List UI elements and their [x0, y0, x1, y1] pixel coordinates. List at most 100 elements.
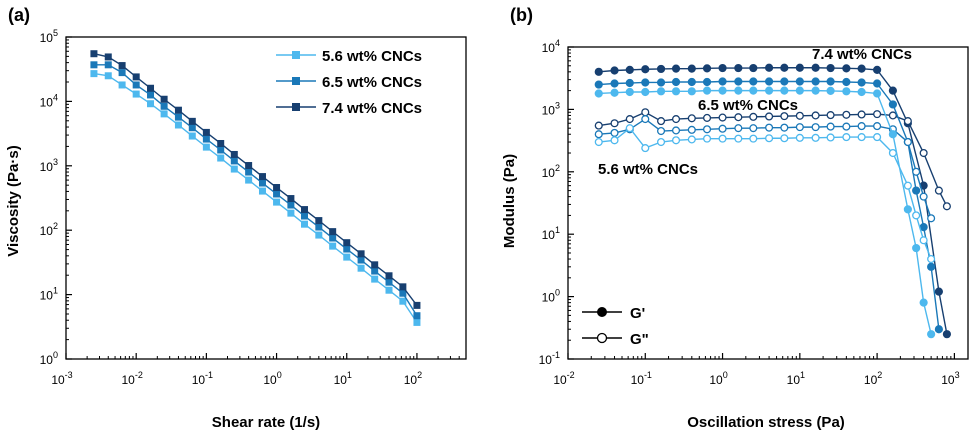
data-point [315, 217, 323, 225]
panel-b-ticks: 10-2 10-1 100 101 102 103 10-1 100 101 102 103 104 [539, 38, 960, 387]
data-point [718, 113, 727, 122]
series-6-5-wt-cncs [90, 61, 421, 320]
panel-a-legend: 5.6 wt% CNCs 6.5 wt% CNCs 7.4 wt% CNCs [276, 48, 422, 117]
data-point [671, 115, 681, 124]
data-point [245, 176, 253, 184]
data-point [385, 272, 393, 280]
data-point [919, 192, 928, 201]
data-point [888, 111, 897, 120]
data-point [780, 123, 789, 132]
data-point [888, 100, 897, 109]
data-point [343, 245, 351, 253]
data-point [687, 87, 696, 96]
data-point [687, 135, 696, 144]
data-point [188, 124, 196, 132]
data-point [273, 198, 281, 206]
data-point [656, 64, 666, 74]
panel-a-series [90, 50, 421, 326]
panel-b-plot-frame [567, 46, 969, 360]
data-point [919, 236, 928, 245]
data-point [671, 77, 681, 87]
y-tick-label: 101 [542, 225, 560, 242]
data-point [795, 86, 804, 95]
data-point [287, 201, 295, 209]
data-point [718, 77, 727, 86]
data-point [734, 113, 743, 122]
legend-label: G' [630, 305, 645, 322]
data-point [300, 220, 308, 228]
data-point [90, 61, 98, 69]
data-point [687, 64, 696, 73]
x-tick-label: 102 [864, 370, 882, 387]
data-point [202, 143, 210, 151]
legend-marker-filled-circle [597, 307, 607, 317]
data-point [927, 254, 936, 264]
data-point [888, 130, 897, 139]
data-point [657, 117, 666, 126]
data-point [371, 261, 379, 269]
data-point [329, 242, 337, 250]
data-point [687, 114, 696, 123]
data-point [610, 128, 619, 137]
data-point [273, 184, 281, 192]
data-point [671, 87, 681, 96]
data-point [399, 297, 407, 305]
data-point [903, 181, 912, 190]
data-point [258, 173, 266, 181]
data-point [934, 287, 943, 296]
data-point [610, 66, 619, 75]
data-point [687, 125, 696, 134]
data-point [795, 111, 804, 120]
series-5-6-wt-cncs-g- [594, 124, 936, 264]
data-point [826, 111, 835, 120]
legend-marker [292, 51, 300, 59]
data-point [734, 134, 743, 143]
data-point [385, 278, 393, 286]
data-point [118, 81, 126, 89]
data-point [147, 100, 155, 108]
data-point [857, 110, 866, 119]
data-point [610, 88, 619, 97]
data-point [811, 111, 820, 120]
data-point [300, 206, 308, 214]
x-tick-label: 10-1 [192, 370, 213, 387]
data-point [734, 63, 743, 73]
data-point [610, 79, 619, 88]
data-point [258, 187, 266, 195]
data-point [718, 134, 727, 143]
series-6-5-wt-cncs-g- [594, 77, 943, 334]
data-point [857, 87, 866, 97]
data-point [90, 50, 98, 58]
data-point [641, 108, 650, 117]
data-point [202, 128, 210, 136]
data-point [857, 64, 866, 73]
y-tick-label: 102 [542, 163, 560, 180]
data-point [104, 53, 112, 61]
data-point [873, 65, 882, 74]
data-point [174, 121, 182, 129]
data-point [671, 126, 681, 135]
y-tick-label: 103 [40, 157, 58, 174]
data-point [927, 214, 936, 223]
data-point [873, 122, 882, 131]
data-point [399, 289, 407, 297]
legend-item-g-prime: G' [582, 305, 645, 322]
data-point [641, 144, 650, 153]
data-point [357, 264, 365, 272]
data-point [385, 286, 393, 294]
x-tick-label: 101 [334, 370, 352, 387]
series-7-4-wt-cncs-g- [594, 63, 952, 339]
data-point [857, 122, 866, 131]
data-point [625, 65, 634, 74]
data-point [934, 186, 943, 195]
panel-a: (a) 10-3 10-2 10-1 100 101 102 100 101 102 103 104… [5, 5, 467, 431]
data-point [610, 136, 619, 145]
data-point [795, 133, 804, 142]
data-point [357, 250, 365, 258]
data-point [657, 137, 666, 147]
panel-b: (b) 10-2 10-1 100 101 102 103 10-1 100 101 102 103… [501, 5, 969, 431]
data-point [656, 87, 666, 96]
data-point [217, 146, 225, 154]
panel-b-y-axis-label: Modulus (Pa) [501, 154, 518, 248]
legend-label: 7.4 wt% CNCs [322, 100, 422, 117]
